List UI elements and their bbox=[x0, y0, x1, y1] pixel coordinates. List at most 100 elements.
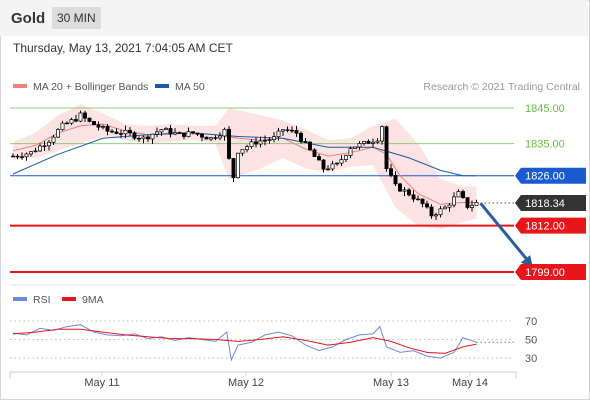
candle-body bbox=[33, 150, 38, 153]
candle-body bbox=[371, 141, 375, 144]
candle-body bbox=[20, 156, 24, 158]
candle bbox=[15, 153, 20, 160]
candle bbox=[47, 140, 51, 151]
candle-body bbox=[213, 137, 218, 139]
candle bbox=[168, 124, 173, 138]
candle-body bbox=[285, 129, 290, 131]
x-tick-label: May 11 bbox=[84, 377, 119, 389]
candle-body bbox=[141, 136, 146, 139]
candle-body bbox=[375, 140, 380, 143]
candle bbox=[429, 204, 434, 219]
candle bbox=[11, 153, 15, 158]
candle bbox=[78, 110, 83, 123]
candle bbox=[465, 197, 470, 210]
candle bbox=[402, 186, 407, 196]
candle bbox=[474, 199, 479, 206]
candle-body bbox=[339, 159, 344, 164]
candle bbox=[236, 152, 240, 179]
candle bbox=[222, 127, 227, 141]
candle bbox=[416, 195, 420, 201]
candle bbox=[267, 137, 272, 144]
candle-body bbox=[168, 128, 173, 135]
candle bbox=[276, 127, 281, 141]
candle bbox=[195, 132, 200, 137]
ma20-legend-label: MA 20 + Bollinger Bands bbox=[33, 81, 148, 93]
candle-body bbox=[24, 153, 29, 158]
candle-body bbox=[326, 168, 330, 171]
candle-body bbox=[447, 204, 452, 208]
rsi-ma-legend-swatch bbox=[62, 297, 76, 301]
current-price-tag-text: 1818.34 bbox=[525, 198, 565, 210]
candle-body bbox=[357, 143, 362, 148]
candle-body bbox=[11, 155, 15, 158]
candle-body bbox=[15, 155, 20, 158]
candle-body bbox=[110, 130, 114, 133]
candle-body bbox=[461, 191, 465, 198]
candle-body bbox=[299, 132, 303, 142]
candle bbox=[200, 132, 204, 142]
candle-body bbox=[335, 162, 339, 165]
candle-body bbox=[222, 128, 227, 137]
candle-body bbox=[267, 139, 272, 141]
candle-body bbox=[303, 141, 308, 143]
candle-body bbox=[281, 129, 285, 132]
candle bbox=[254, 137, 258, 148]
ma50-legend-swatch bbox=[155, 84, 169, 88]
candle bbox=[321, 159, 326, 173]
candle bbox=[330, 160, 335, 171]
candle-body bbox=[87, 117, 92, 122]
candle-body bbox=[443, 206, 447, 210]
candle-body bbox=[96, 124, 101, 128]
candle-body bbox=[258, 140, 263, 145]
candle-body bbox=[402, 189, 407, 192]
candle bbox=[443, 205, 447, 210]
candle-body bbox=[231, 158, 236, 179]
rsi-tick-70: 70 bbox=[525, 316, 537, 328]
credit-text: Research © 2021 Trading Central bbox=[423, 81, 580, 93]
candle bbox=[420, 198, 425, 208]
candle bbox=[38, 143, 42, 152]
candle-body bbox=[312, 149, 317, 157]
candle bbox=[312, 148, 317, 157]
candle bbox=[380, 125, 384, 145]
candle bbox=[159, 128, 164, 136]
candle-body bbox=[411, 194, 416, 200]
level-tag-1812.00: 1812.00 bbox=[515, 217, 586, 234]
candle bbox=[317, 153, 321, 161]
candle bbox=[204, 136, 209, 140]
candle-body bbox=[290, 129, 294, 132]
level-tag-1799.00-text: 1799.00 bbox=[525, 267, 565, 279]
candle bbox=[389, 163, 393, 178]
candle-body bbox=[263, 139, 267, 142]
level-tag-1826.00-box bbox=[515, 167, 586, 184]
candle bbox=[186, 127, 191, 138]
candle-body bbox=[56, 129, 60, 138]
candle-body bbox=[438, 208, 443, 216]
level-tag-1812.00-text: 1812.00 bbox=[525, 221, 565, 233]
rsi-ma-legend-label: 9MA bbox=[82, 294, 104, 306]
candle-body bbox=[105, 125, 110, 132]
candle-body bbox=[465, 197, 470, 208]
candle bbox=[245, 144, 249, 153]
candle-body bbox=[236, 152, 240, 179]
candle-body bbox=[114, 131, 119, 134]
candle-body bbox=[60, 122, 65, 130]
rsi-legend-label: RSI bbox=[33, 294, 51, 306]
candle-body bbox=[177, 132, 182, 134]
level-tag-1799.00: 1799.00 bbox=[515, 264, 586, 280]
candle bbox=[101, 124, 105, 130]
timeframe-badge[interactable]: 30 MIN bbox=[52, 7, 101, 29]
candle-body bbox=[245, 146, 249, 151]
candle-body bbox=[308, 141, 312, 151]
candle-body bbox=[380, 126, 384, 142]
candle-body bbox=[434, 214, 438, 217]
ma50-legend-label: MA 50 bbox=[175, 81, 205, 93]
candle-body bbox=[191, 131, 195, 134]
candle-body bbox=[78, 112, 83, 122]
chart-datetime: Thursday, May 13, 2021 7:04:05 AM CET bbox=[13, 41, 233, 55]
candle bbox=[33, 147, 38, 153]
candle bbox=[294, 125, 299, 137]
candle bbox=[344, 154, 348, 162]
x-tick-label: May 14 bbox=[452, 377, 488, 389]
